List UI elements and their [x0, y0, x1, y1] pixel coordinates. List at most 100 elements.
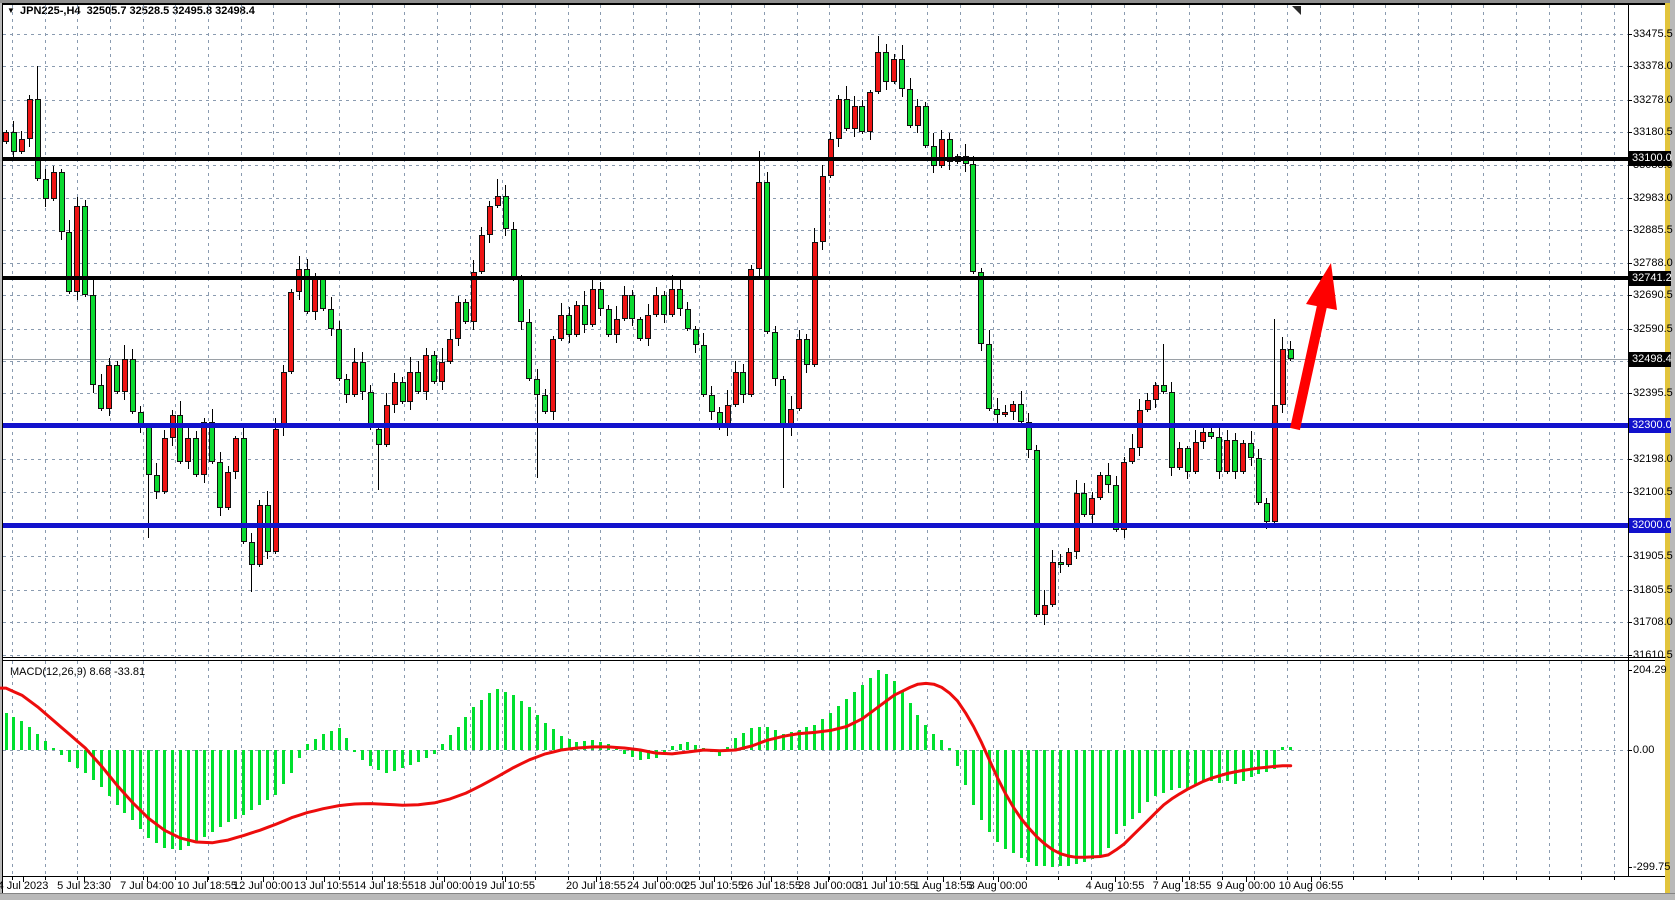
macd-histogram-bar [305, 744, 309, 750]
candle [320, 278, 327, 309]
candle [502, 195, 509, 229]
macd-histogram-bar [218, 750, 222, 828]
candle [256, 505, 263, 565]
macd-histogram-bar [757, 727, 761, 750]
macd-histogram-bar [575, 742, 579, 750]
grid-vline [600, 661, 602, 876]
candle [859, 105, 866, 133]
macd-histogram-bar [797, 730, 801, 750]
time-axis-minor-tick [1352, 877, 1354, 880]
candle [811, 242, 818, 366]
time-axis-label: 7 Aug 18:55 [1152, 880, 1212, 892]
time-axis-minor-tick [77, 877, 79, 880]
grid-hline [3, 491, 1628, 493]
grid-vline [1548, 5, 1550, 657]
candle [1208, 431, 1215, 437]
macd-histogram-bar [1027, 750, 1031, 862]
macd-histogram-bar [202, 750, 206, 838]
chart-symbol-period: JPN225-,H4 [20, 5, 81, 17]
grid-vline [469, 5, 471, 657]
level-line-32000.0[interactable] [3, 522, 1628, 528]
candle [597, 288, 604, 309]
grid-vline [1516, 5, 1517, 657]
time-axis-tick [596, 877, 597, 882]
candle [336, 328, 343, 379]
grid-vline [1287, 661, 1289, 876]
time-axis-label: 13 Jul 10:55 [294, 880, 354, 892]
macd-histogram-bar [171, 750, 175, 849]
grid-vline [633, 5, 635, 657]
time-axis-minor-tick [240, 877, 242, 880]
macd-histogram-bar [1201, 750, 1205, 783]
candle [605, 308, 612, 336]
price-axis-label: 31805.5 [1633, 583, 1673, 596]
grid-vline [1287, 5, 1289, 657]
price-axis-tick [1628, 66, 1632, 68]
level-line-33100.0[interactable] [3, 156, 1628, 161]
grid-hline [3, 556, 1628, 558]
candle [510, 228, 517, 279]
macd-histogram-bar [527, 706, 531, 750]
macd-histogram-bar [274, 750, 278, 796]
macd-histogram-bar [488, 693, 492, 750]
macd-histogram-bar [258, 750, 262, 805]
grid-vline [829, 5, 831, 657]
time-axis-minor-tick [796, 877, 798, 880]
candle [478, 235, 485, 273]
level-line-32300.0[interactable] [3, 422, 1628, 428]
grid-vline [633, 661, 635, 876]
grid-vline [142, 661, 144, 876]
price-axis-label: 33475.5 [1633, 28, 1673, 40]
time-axis-minor-tick [1221, 877, 1223, 880]
macd-histogram-bar [876, 670, 880, 750]
grid-vline [1352, 5, 1354, 657]
macd-histogram-bar [710, 750, 714, 752]
price-axis-tick [1628, 622, 1632, 624]
time-axis-tick [1182, 877, 1183, 882]
candle [621, 295, 628, 319]
macd-histogram-bar [361, 750, 365, 760]
grid-vline [763, 661, 765, 876]
macd-indicator-label: MACD(12,26,9) 8.68 -33.81 [10, 666, 145, 678]
time-axis-minor-tick [469, 877, 471, 880]
time-axis-minor-tick [273, 877, 275, 880]
candle [1049, 561, 1056, 605]
candle-wick [1004, 405, 1006, 418]
macd-histogram-bar [630, 750, 634, 757]
grid-vline [338, 661, 340, 876]
grid-vline [600, 5, 602, 657]
panel-divider [2, 660, 1665, 661]
symbol-dropdown-icon[interactable]: ▼ [7, 6, 15, 15]
macd-histogram-bar [242, 750, 246, 815]
candle [10, 132, 17, 153]
macd-histogram-bar [741, 733, 745, 750]
grid-vline [44, 661, 46, 876]
level-line-32741.2[interactable] [3, 276, 1628, 281]
grid-vline [698, 5, 700, 657]
macd-histogram-bar [1090, 750, 1094, 859]
candle [1105, 475, 1112, 486]
candle [1263, 503, 1270, 522]
candle [629, 295, 636, 319]
macd-histogram-bar [662, 750, 666, 752]
price-axis-label: 32885.5 [1633, 224, 1673, 237]
time-axis-minor-tick [665, 877, 667, 880]
candle [1160, 385, 1167, 392]
price-badge: 32300.0 [1629, 417, 1672, 433]
time-axis-label: 5 Jul 23:30 [57, 880, 111, 892]
candle [423, 355, 430, 392]
candle [1152, 385, 1159, 401]
macd-histogram-bar [678, 744, 682, 750]
macd-histogram-bar [773, 730, 777, 750]
macd-histogram-bar [1019, 750, 1023, 858]
macd-histogram-bar [718, 750, 722, 756]
macd-histogram-bar [67, 750, 71, 762]
candle [1192, 441, 1199, 472]
grid-vline [44, 5, 46, 657]
candle [724, 405, 731, 429]
grid-vline [796, 661, 798, 876]
candle [34, 99, 41, 179]
time-axis-minor-tick [927, 877, 929, 880]
macd-histogram-bar [670, 746, 674, 750]
macd-histogram-bar [115, 750, 119, 805]
